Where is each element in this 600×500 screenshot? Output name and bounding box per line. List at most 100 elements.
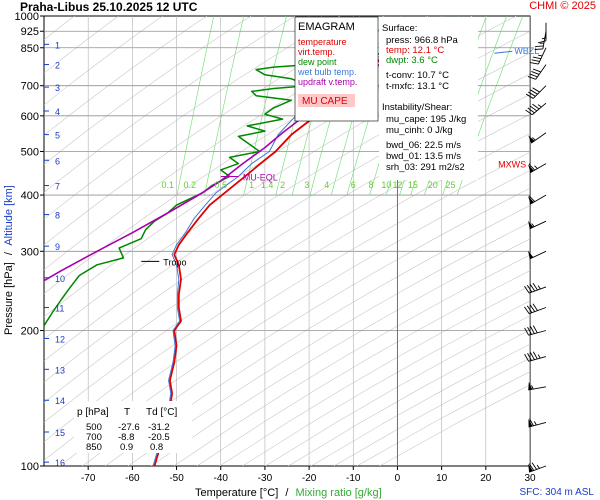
annotation-wbzl: WBZL xyxy=(514,46,539,56)
stats-box xyxy=(379,17,478,180)
altitude-tick-label: 3 xyxy=(55,83,60,93)
y-axis-label-pressure: Pressure [hPa] xyxy=(3,262,15,335)
wind-barb-half xyxy=(537,285,541,290)
wind-barb xyxy=(524,303,547,315)
wind-barb-flag xyxy=(528,220,534,229)
annotation-tropo: Tropo xyxy=(163,257,186,267)
y-tick-label: 925 xyxy=(21,26,39,38)
wind-barb-full xyxy=(532,103,540,110)
wind-barb xyxy=(528,220,547,230)
wind-barb xyxy=(525,85,547,99)
wind-barb-flag xyxy=(528,463,533,473)
wind-barb-full xyxy=(532,68,541,73)
wind-barb-staff xyxy=(528,307,547,315)
wind-barb-full xyxy=(525,109,533,116)
table-cell: 850 xyxy=(86,442,102,453)
wind-barb-half xyxy=(539,42,544,44)
bwd-01-value: bwd_01: 13.5 m/s xyxy=(386,151,461,162)
wind-barb-full xyxy=(529,105,538,112)
altitude-tick-label: 1 xyxy=(55,40,60,50)
dry-adiabat-line xyxy=(82,187,530,466)
y-tick-label: 500 xyxy=(21,146,39,158)
y-axis-title: Pressure [hPa] / Altitude [km] xyxy=(3,185,15,335)
wind-barb xyxy=(525,102,547,116)
dry-adiabat-line xyxy=(105,205,530,466)
legend-item-virt-temp: virt.temp. xyxy=(298,47,335,57)
wind-barb-full xyxy=(524,285,530,294)
mu-cinh-value: mu_cinh: 0 J/kg xyxy=(386,125,453,136)
altitude-tick-label: 7 xyxy=(55,182,60,192)
wind-barb-full xyxy=(529,73,538,78)
wind-barb-full xyxy=(527,107,535,114)
bwd-06-value: bwd_06: 22.5 m/s xyxy=(386,140,461,151)
wind-barb-full xyxy=(528,195,536,202)
wind-barb-staff xyxy=(528,421,547,428)
mixing-ratio-label: 10 xyxy=(381,180,391,190)
wind-barb-flag xyxy=(528,418,533,428)
mixing-ratio-label: 12 xyxy=(392,180,402,190)
mixing-ratio-label: 1 xyxy=(249,180,254,190)
wind-barb-full xyxy=(534,48,543,50)
table-cell: 0.8 xyxy=(150,442,163,453)
x-tick-label: -70 xyxy=(81,473,96,484)
x-tick-label: -20 xyxy=(302,473,317,484)
y-axis-label-sep: / xyxy=(3,251,15,255)
wind-barb-full xyxy=(532,87,540,93)
y-tick-label: 1000 xyxy=(15,11,39,23)
table-cell: -27.6 xyxy=(118,422,140,433)
wind-barb-full xyxy=(531,462,537,470)
x-tick-label: -30 xyxy=(258,473,273,484)
t-mxfc: t-mxfc: 13.1 °C xyxy=(386,81,449,92)
wind-barb xyxy=(528,381,547,391)
mu-cape-button[interactable] xyxy=(298,94,355,107)
surface-press: press: 966.8 hPa xyxy=(386,35,459,46)
surface-heading: Surface: xyxy=(382,23,417,34)
legend-item-temperature: temperature xyxy=(298,37,347,47)
wind-barb xyxy=(528,462,547,473)
x-tick-label: -50 xyxy=(169,473,184,484)
x-tick-label: -60 xyxy=(125,473,140,484)
altitude-tick-label: 6 xyxy=(55,156,60,166)
wind-barb-half xyxy=(537,354,541,359)
wind-barb-staff xyxy=(530,194,547,205)
annotation-mxws: MXWS xyxy=(498,160,526,170)
legend: EMAGRAM temperature virt.temp. dew point… xyxy=(294,16,379,122)
wind-barb xyxy=(528,163,547,173)
x-axis-label-temperature: Temperature [°C] xyxy=(195,487,278,499)
mixing-ratio-label: 4 xyxy=(324,180,329,190)
table-header-t: T xyxy=(124,407,130,418)
surface-temp: temp: 12.1 °C xyxy=(386,45,444,56)
sfc-label: SFC: 304 m ASL xyxy=(519,487,594,498)
altitude-tick-label: 15 xyxy=(55,428,65,438)
level-table: p [hPa] T Td [°C] 500 -27.6 -31.2 700 -8… xyxy=(74,401,192,453)
wind-barb xyxy=(524,351,547,362)
dry-adiabat-line xyxy=(150,238,530,466)
altitude-tick-label: 13 xyxy=(55,365,65,375)
wind-barb-full xyxy=(528,463,535,471)
mixing-ratio-label: 0.1 xyxy=(161,180,174,190)
mu-cape-button-label[interactable]: MU CAPE xyxy=(302,96,348,107)
wind-barb xyxy=(528,250,547,260)
mixing-ratio-label: 15 xyxy=(408,180,418,190)
dry-adiabat-line xyxy=(196,270,530,466)
mixing-ratio-label: 0.2 xyxy=(184,180,197,190)
x-tick-label: 10 xyxy=(436,473,448,484)
wind-barb xyxy=(528,132,547,144)
mixing-ratio-label: 25 xyxy=(445,180,455,190)
legend-item-wet-bulb: wet bulb temp. xyxy=(297,67,357,77)
surface-dwpt: dwpt: 3.6 °C xyxy=(386,55,438,66)
wind-barb-full xyxy=(528,163,536,171)
wind-barb-full xyxy=(531,59,540,62)
altitude-tick-label: 10 xyxy=(55,274,65,284)
mixing-ratio-label: 3 xyxy=(304,180,309,190)
table-header-p: p [hPa] xyxy=(77,407,109,418)
wind-barb xyxy=(534,31,547,50)
table-cell: 500 xyxy=(86,422,102,433)
wind-barb-full xyxy=(526,284,533,293)
altitude-tick-label: 14 xyxy=(55,396,65,406)
wind-barb-full xyxy=(530,326,535,334)
wind-barb-full xyxy=(525,93,534,99)
wind-barb-full xyxy=(526,305,533,313)
wind-barb-full xyxy=(527,326,532,335)
wind-barb-full xyxy=(530,352,535,360)
